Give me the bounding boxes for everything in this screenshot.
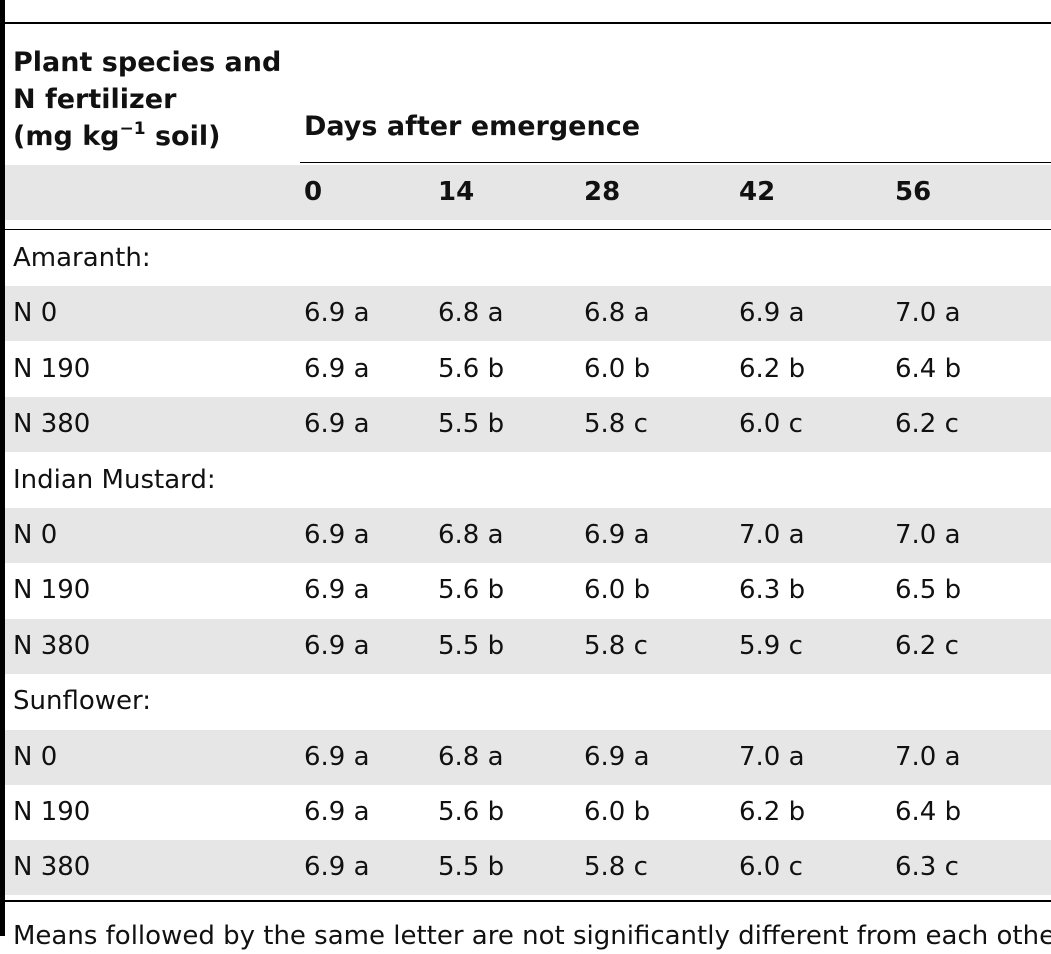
header-bottom-rule (5, 229, 1051, 230)
table-cell: 6.3 b (739, 575, 806, 606)
table-cell: 6.9 a (304, 575, 370, 606)
days-spanner-rule (300, 162, 1051, 163)
table-cell: 6.9 a (304, 797, 370, 827)
row-label: N 0 (13, 520, 58, 550)
row-label: N 190 (13, 797, 91, 827)
table-top-rule (5, 22, 1051, 24)
left-border (0, 0, 5, 936)
stub-header-exponent: −1 (119, 119, 146, 139)
table-cell: 6.9 a (739, 298, 805, 329)
table-cell: 6.2 b (739, 353, 806, 384)
table-cell: 6.4 b (895, 797, 962, 827)
days-header-row (5, 165, 1051, 220)
table-footnote: Means followed by the same letter are no… (13, 921, 1051, 951)
table-cell: 5.5 b (438, 630, 505, 661)
table-cell: 6.8 a (438, 298, 504, 329)
table-cell: 7.0 a (739, 741, 805, 772)
table-cell: 6.0 c (739, 409, 803, 440)
table-cell: 6.5 b (895, 575, 962, 606)
day-header-4: 56 (895, 177, 932, 207)
table-cell: 6.2 c (895, 630, 959, 661)
day-header-3: 42 (739, 177, 776, 207)
table-cell: 5.8 c (584, 409, 648, 440)
table-row (5, 286, 1051, 342)
table-cell: 6.8 a (438, 520, 504, 550)
stub-column-header: Plant species and N fertilizer (mg kg−1 … (13, 44, 293, 155)
table-cell: 6.8 a (438, 741, 504, 772)
table-cell: 6.9 a (304, 353, 370, 384)
table-cell: 5.5 b (438, 409, 505, 440)
days-spanner-header: Days after emergence (304, 111, 641, 142)
table-cell: 6.9 a (304, 852, 370, 883)
table-cell: 6.0 b (584, 353, 651, 384)
table-cell: 6.9 a (304, 741, 370, 772)
table-cell: 7.0 a (895, 520, 961, 550)
group-row (5, 231, 1051, 286)
row-label: N 190 (13, 575, 91, 606)
table-cell: 5.8 c (584, 852, 648, 883)
table-cell: 6.8 a (584, 298, 650, 329)
table-cell: 5.5 b (438, 852, 505, 883)
table-row (5, 840, 1051, 896)
table-cell: 7.0 a (739, 520, 805, 550)
stub-header-unit: (mg kg (13, 121, 120, 152)
table-row (5, 618, 1051, 674)
row-label: N 0 (13, 741, 58, 772)
row-label: N 0 (13, 298, 58, 329)
table-cell: 6.9 a (304, 298, 370, 329)
stub-header-line-2: N fertilizer (13, 84, 177, 115)
table-cell: 5.6 b (438, 575, 505, 606)
table-cell: 5.6 b (438, 797, 505, 827)
day-header-1: 14 (438, 177, 475, 207)
stub-header-unit-suffix: soil) (145, 121, 221, 152)
table-cell: 6.9 a (584, 520, 650, 550)
row-label: N 380 (13, 852, 91, 883)
group-row (5, 674, 1051, 729)
table-cell: 6.9 a (304, 520, 370, 550)
table-cell: 5.6 b (438, 353, 505, 384)
table-cell: 6.0 b (584, 575, 651, 606)
table-cell: 6.9 a (304, 409, 370, 440)
group-label: Indian Mustard: (13, 464, 216, 495)
table-cell: 6.2 b (739, 797, 806, 827)
row-label: N 380 (13, 630, 91, 661)
stub-header-line-3: (mg kg−1 soil) (13, 118, 293, 155)
table-cell: 6.2 c (895, 409, 959, 440)
table-cell: 5.9 c (739, 630, 803, 661)
table-cell: 6.9 a (304, 630, 370, 661)
group-label: Sunflower: (13, 686, 151, 717)
table-cell: 6.9 a (584, 741, 650, 772)
table-cell: 6.4 b (895, 353, 962, 384)
table-row (5, 397, 1051, 453)
row-label: N 190 (13, 353, 91, 384)
day-header-2: 28 (584, 177, 621, 207)
table-cell: 6.0 c (739, 852, 803, 883)
row-label: N 380 (13, 409, 91, 440)
table-cell: 6.0 b (584, 797, 651, 827)
table-bottom-rule (5, 900, 1051, 902)
day-header-0: 0 (304, 177, 323, 207)
stub-header-line-1: Plant species and (13, 47, 282, 78)
table-row (5, 508, 1051, 563)
table-cell: 7.0 a (895, 741, 961, 772)
table-row (5, 729, 1051, 785)
table-cell: 5.8 c (584, 630, 648, 661)
group-label: Amaranth: (13, 243, 151, 273)
table-cell: 7.0 a (895, 298, 961, 329)
table-cell: 6.3 c (895, 852, 959, 883)
